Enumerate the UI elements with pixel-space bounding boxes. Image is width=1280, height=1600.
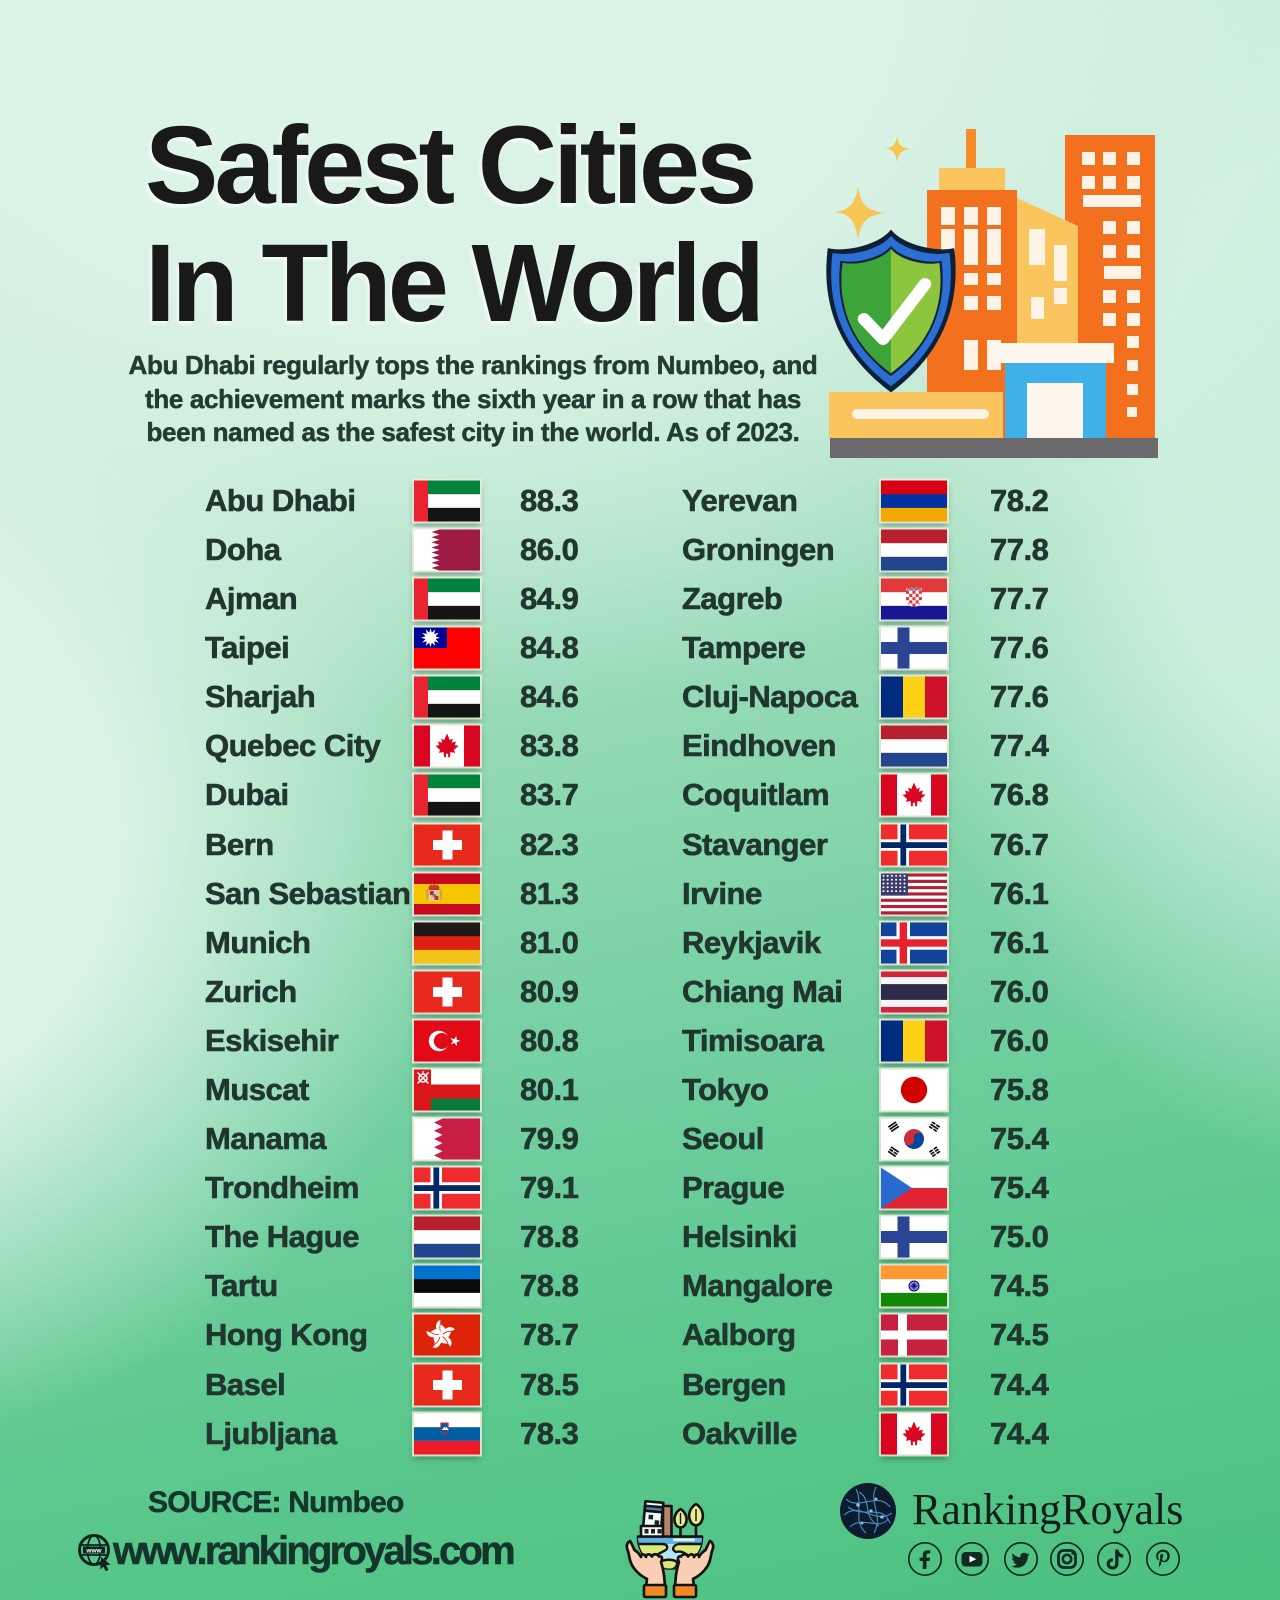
svg-text:www: www — [85, 1548, 102, 1555]
